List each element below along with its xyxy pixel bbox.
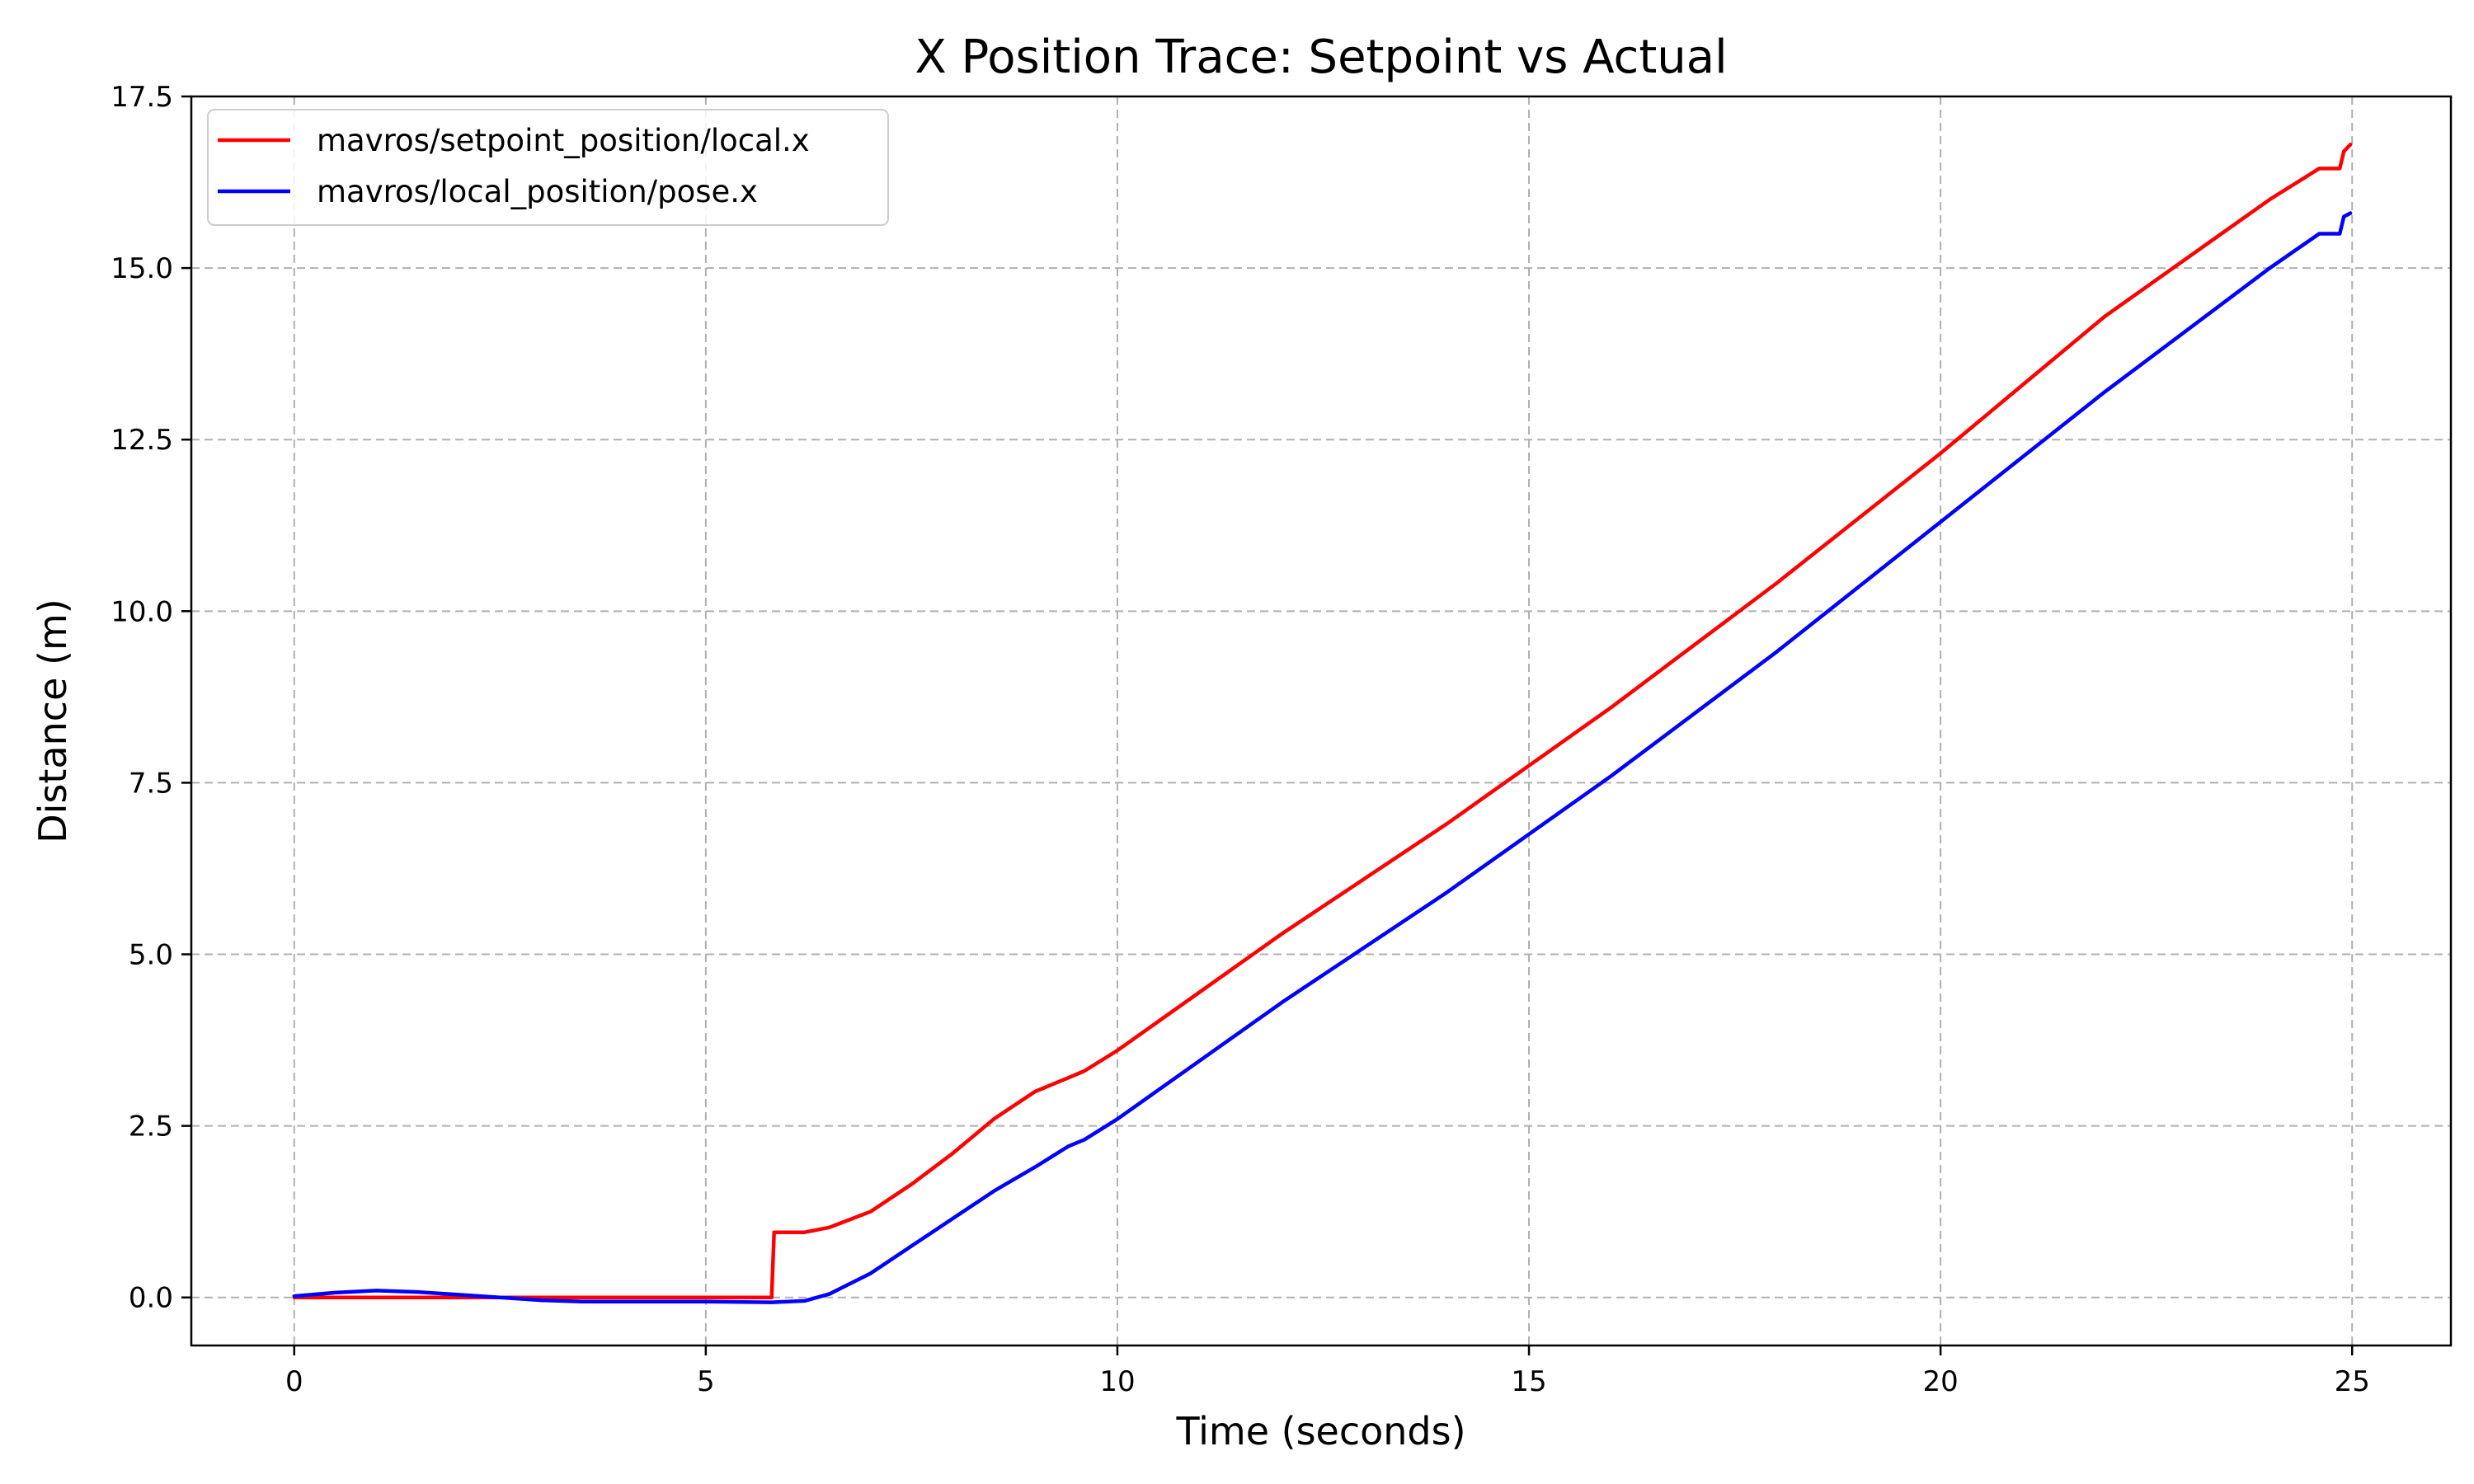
x-tick-label: 25 [2335, 1365, 2370, 1398]
y-tick-label: 15.0 [111, 252, 173, 285]
plot-frame [190, 95, 2453, 1347]
y-tick-label: 7.5 [129, 767, 173, 800]
x-tick-label: 20 [1922, 1365, 1958, 1398]
legend-label: mavros/local_position/pose.x [317, 174, 758, 209]
axis-ticks: 0 5 10 15 20 25 0.0 2.5 5.0 7.5 10.0 12.5 15.0 17.5 [111, 81, 2370, 1398]
legend-box [207, 109, 889, 226]
y-tick-label: 12.5 [111, 424, 173, 457]
plot-lines [292, 143, 2353, 1304]
y-tick-label: 0.0 [129, 1282, 173, 1315]
x-axis-label: Time (seconds) [1175, 1409, 1465, 1453]
x-tick-label: 5 [697, 1365, 715, 1398]
series-line-setpoint [292, 143, 2353, 1299]
grid [191, 96, 2451, 1345]
chart-title: X Position Trace: Setpoint vs Actual [915, 31, 1727, 84]
y-axis-label: Distance (m) [31, 599, 75, 843]
y-tick-label: 2.5 [129, 1111, 173, 1144]
x-tick-label: 15 [1511, 1365, 1546, 1398]
series-line-pose [292, 211, 2353, 1304]
x-tick-label: 10 [1099, 1365, 1135, 1398]
legend: mavros/setpoint_position/local.x mavros/l… [207, 109, 889, 226]
x-tick-label: 0 [285, 1365, 303, 1398]
y-tick-label: 10.0 [111, 595, 173, 628]
y-tick-label: 17.5 [111, 81, 173, 114]
legend-label: mavros/setpoint_position/local.x [317, 123, 810, 158]
y-tick-label: 5.0 [129, 939, 173, 972]
